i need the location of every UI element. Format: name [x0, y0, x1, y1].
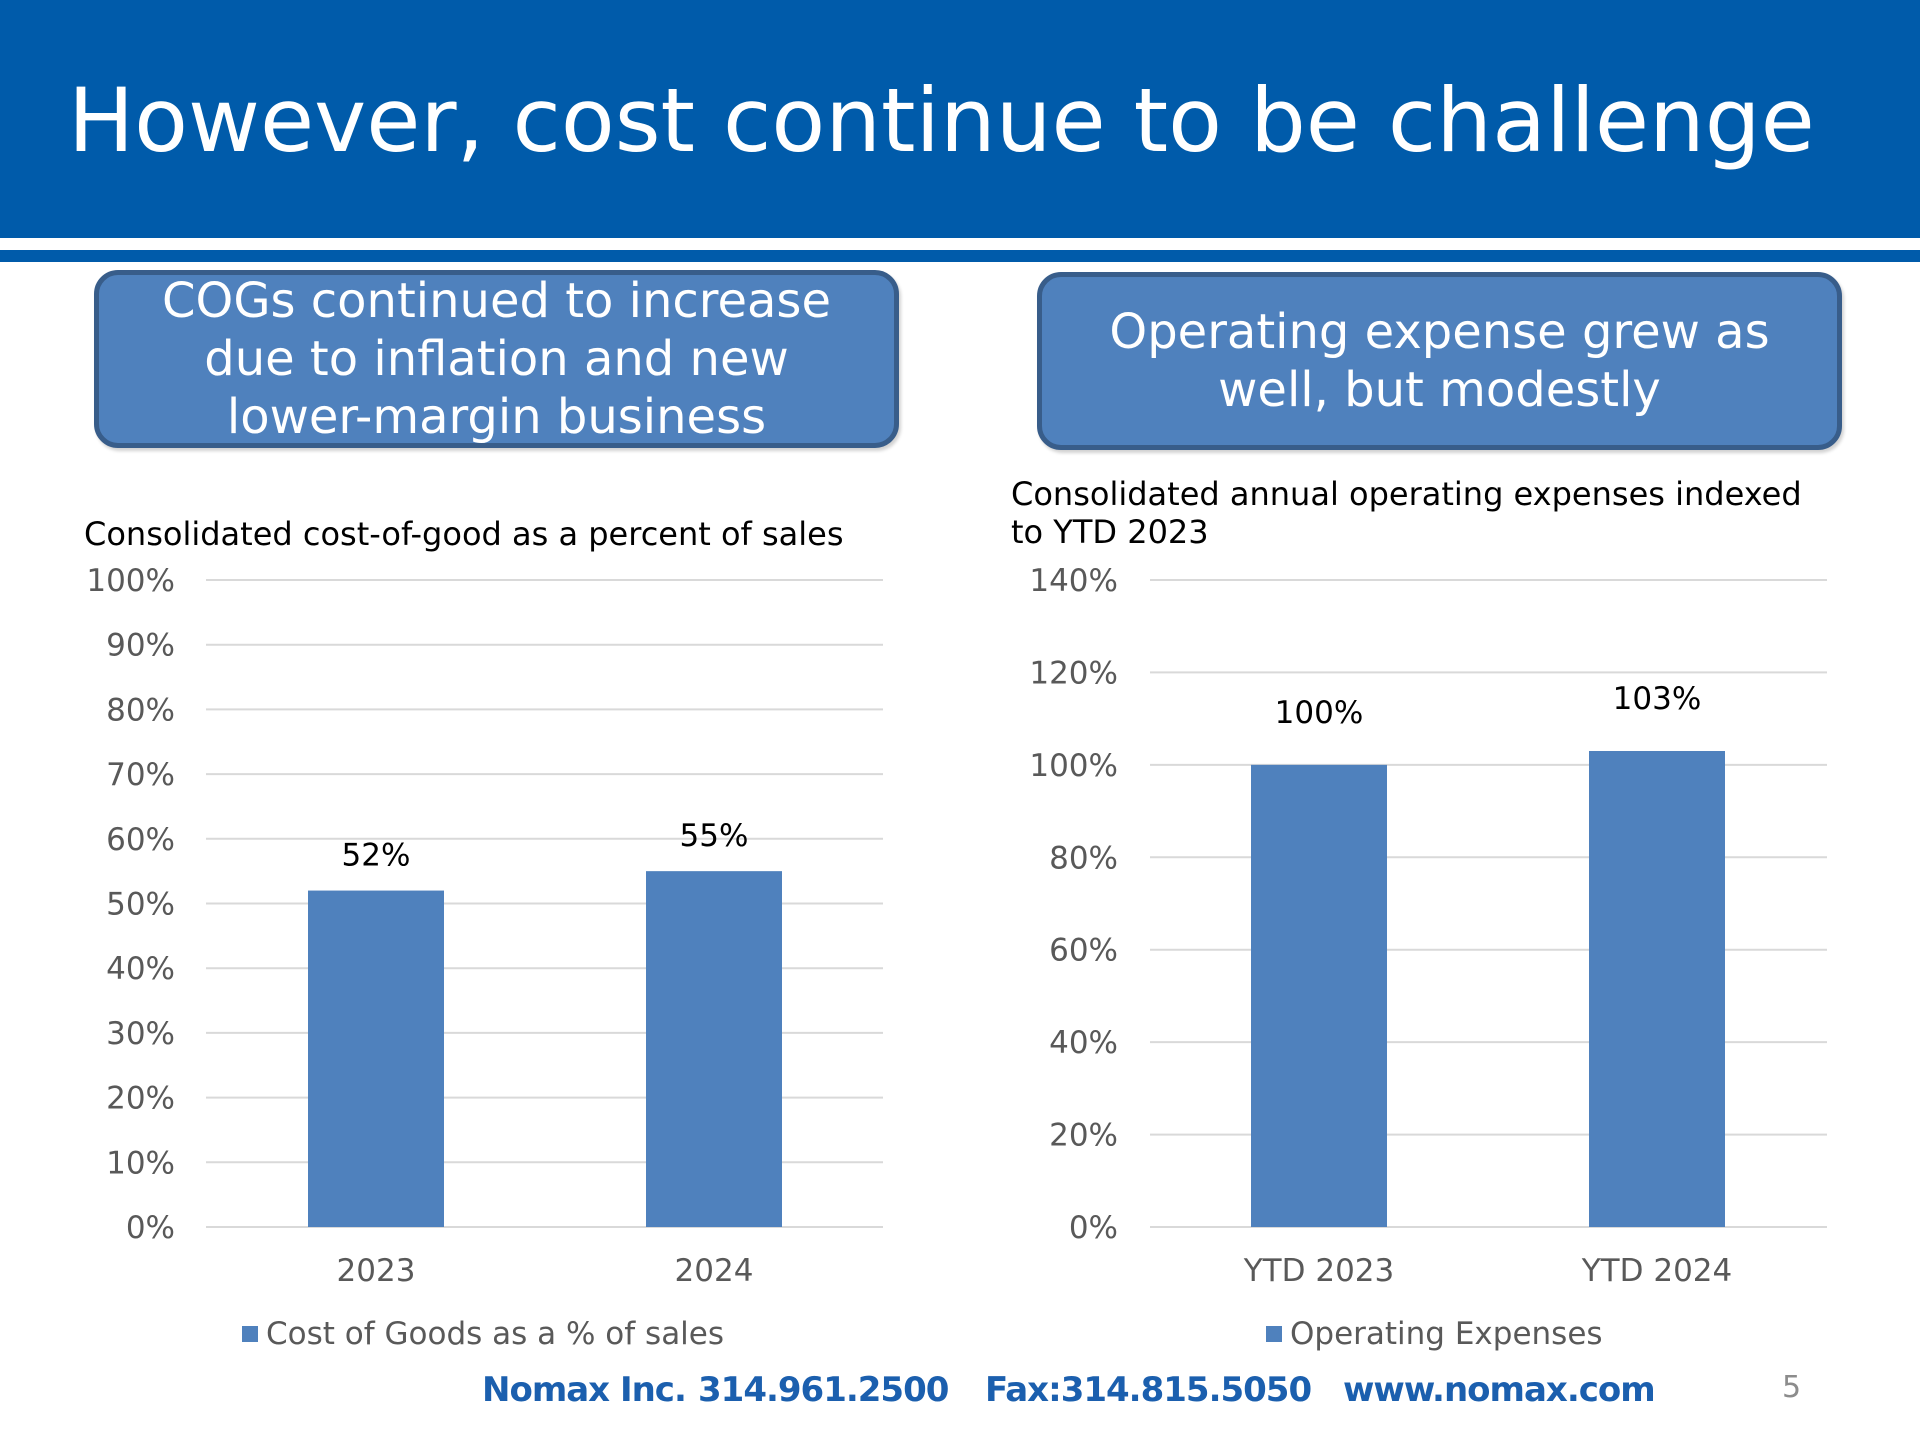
x-tick-label: 2024 [675, 1253, 754, 1289]
y-tick-label: 40% [1049, 1025, 1118, 1061]
cogs-bar-chart: 0% 10% 20% 30% 40% 50% 60% 70% 80% 90% 100% 52% 2023… [86, 563, 883, 1352]
y-tick-label: 40% [106, 951, 175, 987]
bar [1589, 750, 1725, 1227]
legend-swatch [1266, 1326, 1282, 1342]
footer-fax: Fax:314.815.5050 [985, 1370, 1312, 1410]
x-tick-label: YTD 2024 [1581, 1253, 1733, 1289]
y-tick-label: 0% [126, 1210, 175, 1246]
data-label: 100% [1275, 695, 1364, 731]
y-tick-label: 140% [1029, 563, 1118, 599]
y-tick-label: 60% [1049, 933, 1118, 969]
bar [1251, 764, 1387, 1227]
footer-company: Nomax Inc. [482, 1370, 687, 1410]
cogs-callout-box: COGs continued to increase due to inflat… [94, 270, 899, 448]
legend-swatch [242, 1326, 258, 1342]
bar [646, 871, 782, 1227]
footer-phone: 314.961.2500 [698, 1370, 949, 1410]
y-tick-label: 100% [86, 563, 175, 599]
slide-title: However, cost continue to be challenge [68, 69, 1815, 172]
opex-callout-line: well, but modestly [1218, 362, 1661, 418]
y-tick-label: 70% [106, 757, 175, 793]
footer-website-link[interactable]: www.nomax.com [1343, 1370, 1656, 1410]
bar [308, 890, 444, 1227]
x-tick-label: YTD 2023 [1243, 1253, 1395, 1289]
y-tick-label: 120% [1029, 655, 1118, 691]
y-tick-label: 20% [106, 1081, 175, 1117]
cogs-callout-line: COGs continued to increase [162, 273, 831, 329]
data-label: 103% [1613, 681, 1702, 717]
title-bar: However, cost continue to be challenge [0, 0, 1920, 238]
header-rule [0, 250, 1920, 262]
y-tick-label: 20% [1049, 1118, 1118, 1154]
cogs-chart-title: Consolidated cost-of-good as a percent o… [84, 515, 844, 553]
x-tick-label: 2023 [337, 1253, 416, 1289]
y-tick-label: 10% [106, 1145, 175, 1181]
legend-label: Cost of Goods as a % of sales [266, 1316, 724, 1352]
y-tick-label: 100% [1029, 748, 1118, 784]
y-tick-label: 80% [1049, 840, 1118, 876]
y-tick-label: 0% [1069, 1210, 1118, 1246]
y-tick-label: 50% [106, 887, 175, 923]
opex-callout-line: Operating expense grew as [1109, 304, 1770, 360]
y-tick-label: 60% [106, 822, 175, 858]
y-tick-label: 80% [106, 692, 175, 728]
y-tick-label: 90% [106, 628, 175, 664]
opex-bar-chart: 0% 20% 40% 60% 80% 100% 120% 140% 100% YTD 2023 10… [1029, 563, 1827, 1352]
cogs-callout-line: due to inflation and new [204, 331, 789, 387]
data-label: 55% [680, 818, 749, 854]
cogs-callout-line: lower-margin business [226, 389, 767, 445]
opex-callout-box: Operating expense grew as well, but mode… [1037, 272, 1842, 450]
data-label: 52% [342, 838, 411, 874]
page-number: 5 [1782, 1370, 1802, 1405]
legend-label: Operating Expenses [1290, 1316, 1603, 1352]
opex-chart-title: Consolidated annual operating expenses i… [1011, 475, 1802, 551]
y-tick-label: 30% [106, 1016, 175, 1052]
